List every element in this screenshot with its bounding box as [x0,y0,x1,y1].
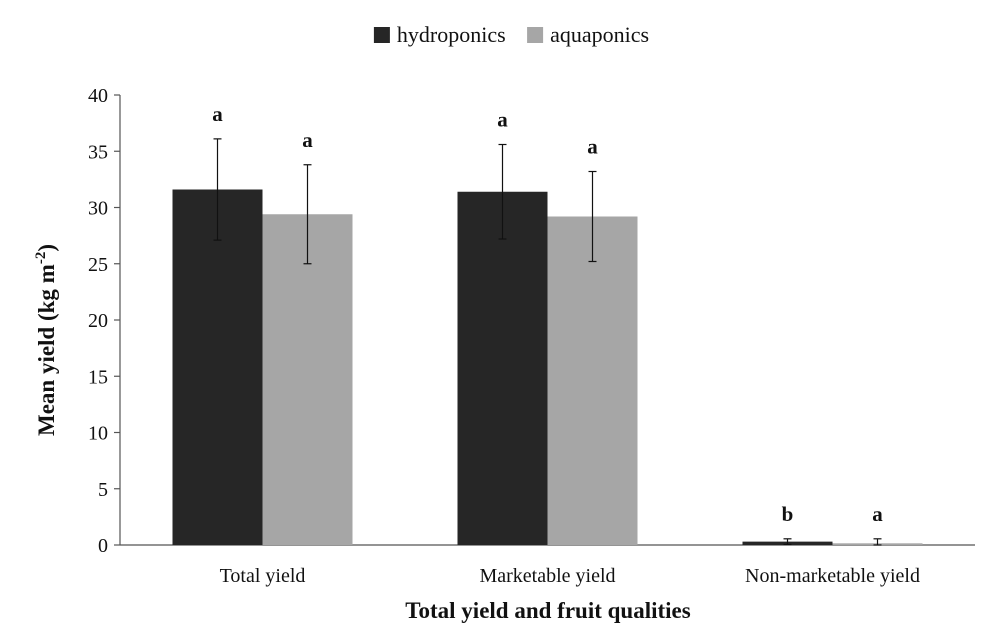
x-tick-label: Non-marketable yield [745,565,920,587]
y-axis-title-main: Mean yield (kg m [34,264,59,436]
x-tick-label: Marketable yield [479,565,615,587]
legend: hydroponics aquaponics [373,22,649,47]
legend-label: aquaponics [550,22,649,47]
significance-letter: b [782,502,794,526]
y-tick-label: 30 [88,198,108,220]
significance-letters: a a b a a a [212,102,883,526]
significance-letter: a [497,108,508,132]
y-tick-label: 25 [88,254,108,276]
bar [547,216,638,545]
y-tick-label: 35 [88,141,108,163]
bar [172,189,263,545]
y-axis-title-suffix: ) [34,244,59,252]
bar [457,191,548,545]
legend-swatch [373,27,390,43]
y-tick-label: 20 [88,310,108,332]
y-axis-title-superscript: -2 [33,252,49,265]
x-tick-label: Total yield [220,565,306,587]
y-axis: 0 5 10 15 20 25 30 35 40 [88,85,121,557]
legend-label: hydroponics [397,22,506,47]
bars [172,189,923,545]
significance-letter: a [212,102,223,126]
y-tick-label: 40 [88,85,108,107]
y-tick-label: 5 [98,479,108,501]
error-bars [213,138,882,546]
y-tick-label: 0 [98,535,108,557]
y-tick-label: 10 [88,423,108,445]
significance-letter: a [302,128,313,152]
y-axis-title: Mean yield (kg m-2) [33,244,59,436]
significance-letter: a [587,135,598,159]
x-axis: Total yield Marketable yield Non-marketabl… [120,544,975,587]
bar [262,214,353,545]
significance-letter: a [872,502,883,526]
legend-swatch [527,27,544,43]
y-tick-label: 15 [88,366,108,388]
x-axis-title: Total yield and fruit qualities [405,598,690,623]
